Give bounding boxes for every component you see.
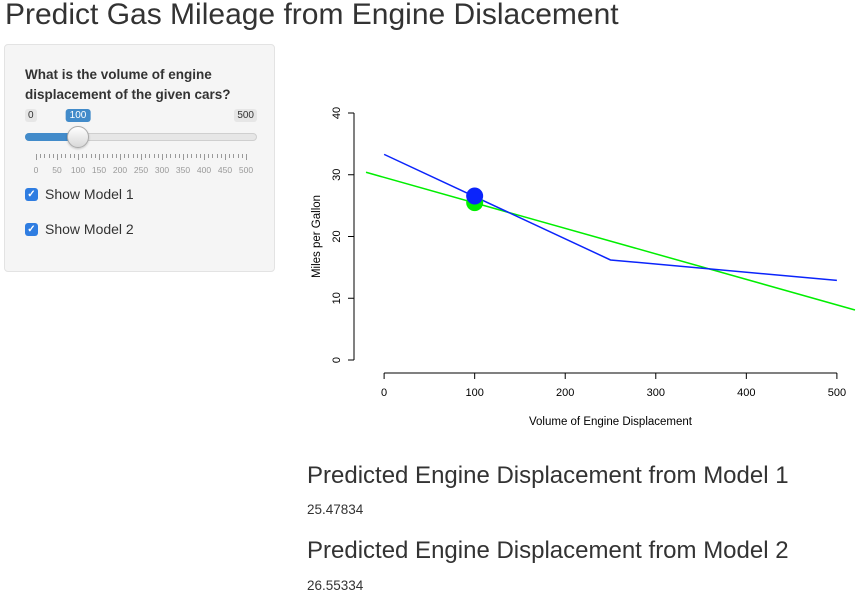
slider-handle[interactable]	[67, 126, 89, 148]
x-tick-label: 200	[556, 387, 574, 399]
y-tick-label: 0	[331, 357, 343, 363]
slider-minor-tick	[199, 154, 201, 158]
slider-minor-tick	[153, 154, 155, 158]
slider-minor-tick	[136, 154, 138, 158]
x-tick-label: 400	[737, 387, 755, 399]
checkmark-icon[interactable]: ✓	[25, 222, 38, 236]
model-2-result-title: Predicted Engine Displacement from Model…	[307, 537, 789, 564]
slider-minor-tick	[229, 154, 231, 158]
slider-minor-tick	[174, 154, 176, 158]
slider-minor-tick	[86, 154, 88, 158]
show-model-2-label: Show Model 2	[45, 221, 134, 237]
x-tick-label: 300	[647, 387, 665, 399]
slider-minor-tick	[149, 154, 151, 158]
slider-minor-tick	[115, 154, 117, 158]
slider-minor-tick	[111, 154, 113, 158]
slider-minor-tick	[170, 154, 172, 158]
slider-minor-tick	[132, 154, 134, 158]
y-tick-label: 20	[331, 230, 343, 242]
slider-minor-tick	[241, 154, 243, 158]
sidebar-panel: What is the volume of engine displacemen…	[4, 44, 275, 272]
mileage-chart: 0 100 200 300 400 500 0 10 20 30 40 Volume of Engin…	[311, 107, 856, 428]
slider-tick-label: 150	[91, 165, 107, 175]
slider-minor-tick	[178, 154, 180, 158]
slider-minor-tick	[52, 154, 54, 158]
slider-minor-tick	[187, 154, 189, 158]
slider-minor-tick	[103, 154, 105, 158]
slider-tick-label: 250	[133, 165, 149, 175]
slider-minor-tick	[73, 154, 75, 158]
show-model-1-label: Show Model 1	[45, 186, 134, 202]
series-line-1	[365, 171, 856, 311]
slider-tick-label: 400	[196, 165, 212, 175]
y-axis-label: Miles per Gallon	[311, 195, 323, 278]
app-title: Predict Gas Mileage from Engine Dislacem…	[5, 0, 619, 31]
slider-minor-tick	[107, 154, 109, 158]
slider-tick	[183, 154, 184, 160]
slider-tick	[120, 154, 121, 160]
model-2-result-value: 26.55334	[307, 578, 364, 593]
slider-minor-tick	[220, 154, 222, 158]
slider-tick-label: 200	[112, 165, 128, 175]
x-tick-label: 500	[828, 387, 846, 399]
checkmark-icon[interactable]: ✓	[25, 187, 38, 201]
slider-minor-tick	[145, 154, 147, 158]
x-tick-label: 0	[381, 387, 387, 399]
slider-tick	[204, 154, 205, 160]
slider-tick	[162, 154, 163, 160]
model-1-result-title: Predicted Engine Displacement from Model…	[307, 462, 789, 489]
slider-minor-tick	[208, 154, 210, 158]
slider-tick	[99, 154, 100, 160]
x-axis-label: Volume of Engine Displacement	[529, 416, 693, 428]
slider-minor-tick	[48, 154, 50, 158]
y-tick-label: 10	[331, 292, 343, 304]
slider-minor-tick	[212, 154, 214, 158]
displacement-slider[interactable]: 0 500 100 0 50 100 150 200 250 300 350 400 450 500	[25, 109, 265, 175]
slider-minor-tick	[61, 154, 63, 158]
slider-minor-tick	[82, 154, 84, 158]
slider-tick	[225, 154, 226, 160]
model-1-result-value: 25.47834	[307, 502, 364, 517]
x-tick-label: 100	[465, 387, 483, 399]
slider-minor-tick	[44, 154, 46, 158]
slider-tick-label: 100	[70, 165, 86, 175]
slider-minor-tick	[124, 154, 126, 158]
slider-fill	[25, 133, 78, 141]
slider-value-label: 100	[65, 109, 91, 122]
slider-tick	[141, 154, 142, 160]
slider-minor-tick	[166, 154, 168, 158]
slider-max-label: 500	[234, 109, 257, 122]
slider-minor-tick	[216, 154, 218, 158]
slider-minor-tick	[237, 154, 239, 158]
slider-minor-tick	[233, 154, 235, 158]
show-model-1-checkbox[interactable]: ✓ Show Model 1	[25, 185, 134, 203]
slider-min-label: 0	[25, 109, 37, 122]
series-line-2	[383, 153, 837, 282]
slider-tick-label: 500	[238, 165, 254, 175]
y-tick-label: 30	[331, 169, 343, 181]
slider-tick-label: 300	[154, 165, 170, 175]
slider-minor-tick	[65, 154, 67, 158]
slider-tick-label: 450	[217, 165, 233, 175]
prediction-point-2	[466, 187, 484, 205]
slider-tick	[78, 154, 79, 160]
slider-minor-tick	[94, 154, 96, 158]
slider-tick-label: 350	[175, 165, 191, 175]
slider-minor-tick	[191, 154, 193, 158]
slider-minor-tick	[90, 154, 92, 158]
slider-minor-tick	[40, 154, 42, 158]
slider-label: What is the volume of engine displacemen…	[25, 67, 231, 102]
slider-minor-tick	[69, 154, 71, 158]
slider-tick-label: 0	[33, 165, 39, 175]
slider-minor-tick	[195, 154, 197, 158]
y-tick-label: 40	[331, 107, 343, 119]
slider-tick	[57, 154, 58, 160]
slider-minor-tick	[128, 154, 130, 158]
slider-minor-tick	[157, 154, 159, 158]
slider-tick-label: 50	[52, 165, 62, 175]
slider-tick	[36, 154, 37, 160]
show-model-2-checkbox[interactable]: ✓ Show Model 2	[25, 220, 134, 238]
slider-tick	[246, 154, 247, 160]
